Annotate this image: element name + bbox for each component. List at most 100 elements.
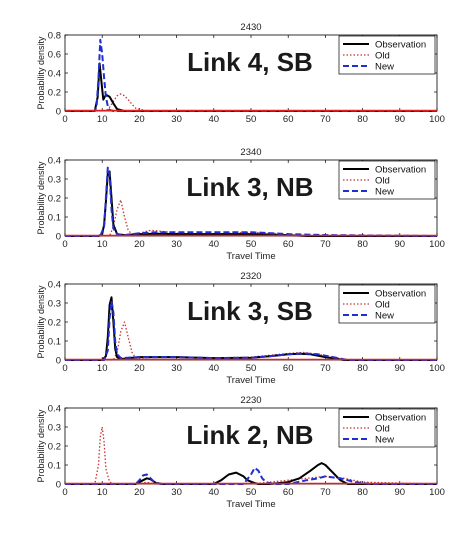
x-tick-label: 100 (429, 114, 445, 125)
x-tick-label: 100 (429, 487, 445, 498)
x-axis-label: Travel Time (226, 251, 275, 262)
y-tick-label: 0 (56, 356, 61, 367)
x-tick-label: 10 (97, 363, 108, 374)
x-tick-label: 70 (320, 363, 331, 374)
link-annotation: Link 3, SB (187, 296, 313, 326)
y-tick-label: 0 (56, 480, 61, 491)
y-tick-label: 0 (56, 232, 61, 243)
legend-label: Old (375, 176, 390, 187)
link-annotation: Link 2, NB (186, 420, 313, 450)
legend-label: Observation (375, 289, 426, 300)
x-tick-label: 30 (171, 239, 182, 250)
x-tick-label: 40 (209, 239, 220, 250)
series-line-new (65, 300, 437, 361)
legend-label: Observation (375, 413, 426, 424)
x-tick-label: 90 (395, 114, 406, 125)
x-tick-label: 40 (209, 363, 220, 374)
panel-title: 2340 (240, 147, 261, 158)
panel-title: 2430 (240, 22, 261, 33)
y-tick-label: 0.3 (48, 299, 61, 310)
panel-title: 2320 (240, 271, 261, 282)
x-tick-label: 40 (209, 487, 220, 498)
panel-title: 2230 (240, 395, 261, 406)
x-tick-label: 50 (246, 239, 257, 250)
x-tick-label: 60 (283, 239, 294, 250)
x-tick-label: 10 (97, 114, 108, 125)
x-tick-label: 80 (357, 239, 368, 250)
x-tick-label: 90 (395, 487, 406, 498)
x-tick-label: 70 (320, 487, 331, 498)
chart-panel-3: 2320 0 10 20 30 40 50 60 70 80 90 100 0 0.1 0.2 0.3 0.4P… (36, 271, 445, 386)
y-tick-label: 0.1 (48, 213, 61, 224)
x-tick-label: 30 (171, 363, 182, 374)
x-tick-label: 80 (357, 114, 368, 125)
x-tick-label: 70 (320, 114, 331, 125)
x-tick-label: 40 (209, 114, 220, 125)
series-line-old (65, 93, 437, 112)
x-tick-label: 0 (62, 487, 67, 498)
x-tick-label: 50 (246, 487, 257, 498)
legend-label: New (375, 62, 394, 73)
chart-panel-4: 2230 0 10 20 30 40 50 60 70 80 90 100 0 0.1 0.2 0.3 0.4P… (36, 395, 445, 510)
x-tick-label: 70 (320, 239, 331, 250)
x-tick-label: 100 (429, 239, 445, 250)
y-tick-label: 0.3 (48, 175, 61, 186)
x-tick-label: 50 (246, 114, 257, 125)
legend-label: New (375, 311, 394, 322)
x-tick-label: 0 (62, 114, 67, 125)
x-axis-label: Travel Time (226, 499, 275, 510)
x-tick-label: 10 (97, 487, 108, 498)
y-tick-label: 0.1 (48, 337, 61, 348)
y-axis-label: Probability density (36, 409, 46, 483)
y-tick-label: 0.2 (48, 442, 61, 453)
x-tick-label: 30 (171, 487, 182, 498)
y-tick-label: 0.4 (48, 69, 61, 80)
y-tick-label: 0.2 (48, 88, 61, 99)
x-tick-label: 60 (283, 114, 294, 125)
legend-label: New (375, 187, 394, 198)
chart-panel-1: 2430 0 10 20 30 40 50 60 70 80 90 100 0 0.2 0.4 0.6 0.8P… (36, 22, 445, 125)
x-tick-label: 20 (134, 487, 145, 498)
y-axis-label: Probability density (36, 161, 46, 235)
x-tick-label: 20 (134, 114, 145, 125)
legend-label: Observation (375, 165, 426, 176)
x-tick-label: 30 (171, 114, 182, 125)
x-tick-label: 60 (283, 363, 294, 374)
y-tick-label: 0.2 (48, 194, 61, 205)
x-tick-label: 0 (62, 239, 67, 250)
legend-label: New (375, 435, 394, 446)
y-axis-label: Probability density (36, 285, 46, 359)
y-tick-label: 0.6 (48, 50, 61, 61)
link-annotation: Link 3, NB (186, 172, 313, 202)
x-tick-label: 90 (395, 363, 406, 374)
x-tick-label: 50 (246, 363, 257, 374)
x-tick-label: 10 (97, 239, 108, 250)
x-tick-label: 80 (357, 363, 368, 374)
y-tick-label: 0 (56, 107, 61, 118)
x-axis-label: Travel Time (226, 375, 275, 386)
x-tick-label: 20 (134, 239, 145, 250)
y-tick-label: 0.3 (48, 423, 61, 434)
legend-label: Old (375, 424, 390, 435)
series-line-new (65, 466, 437, 485)
y-tick-label: 0.4 (48, 404, 61, 415)
x-tick-label: 80 (357, 487, 368, 498)
x-tick-label: 0 (62, 363, 67, 374)
series-line-new (65, 166, 438, 237)
y-axis-label: Probability density (36, 36, 46, 110)
y-tick-label: 0.1 (48, 461, 61, 472)
legend-label: Observation (375, 40, 426, 51)
y-tick-label: 0.4 (48, 280, 61, 291)
y-tick-label: 0.8 (48, 31, 61, 42)
chart-panel-2: 2340 0 10 20 30 40 50 60 70 80 90 100 0 0.1 0.2 0.3 0.4P… (36, 147, 445, 262)
x-tick-label: 20 (134, 363, 145, 374)
y-tick-label: 0.4 (48, 156, 61, 167)
x-tick-label: 60 (283, 487, 294, 498)
legend-label: Old (375, 300, 390, 311)
x-tick-label: 100 (429, 363, 445, 374)
